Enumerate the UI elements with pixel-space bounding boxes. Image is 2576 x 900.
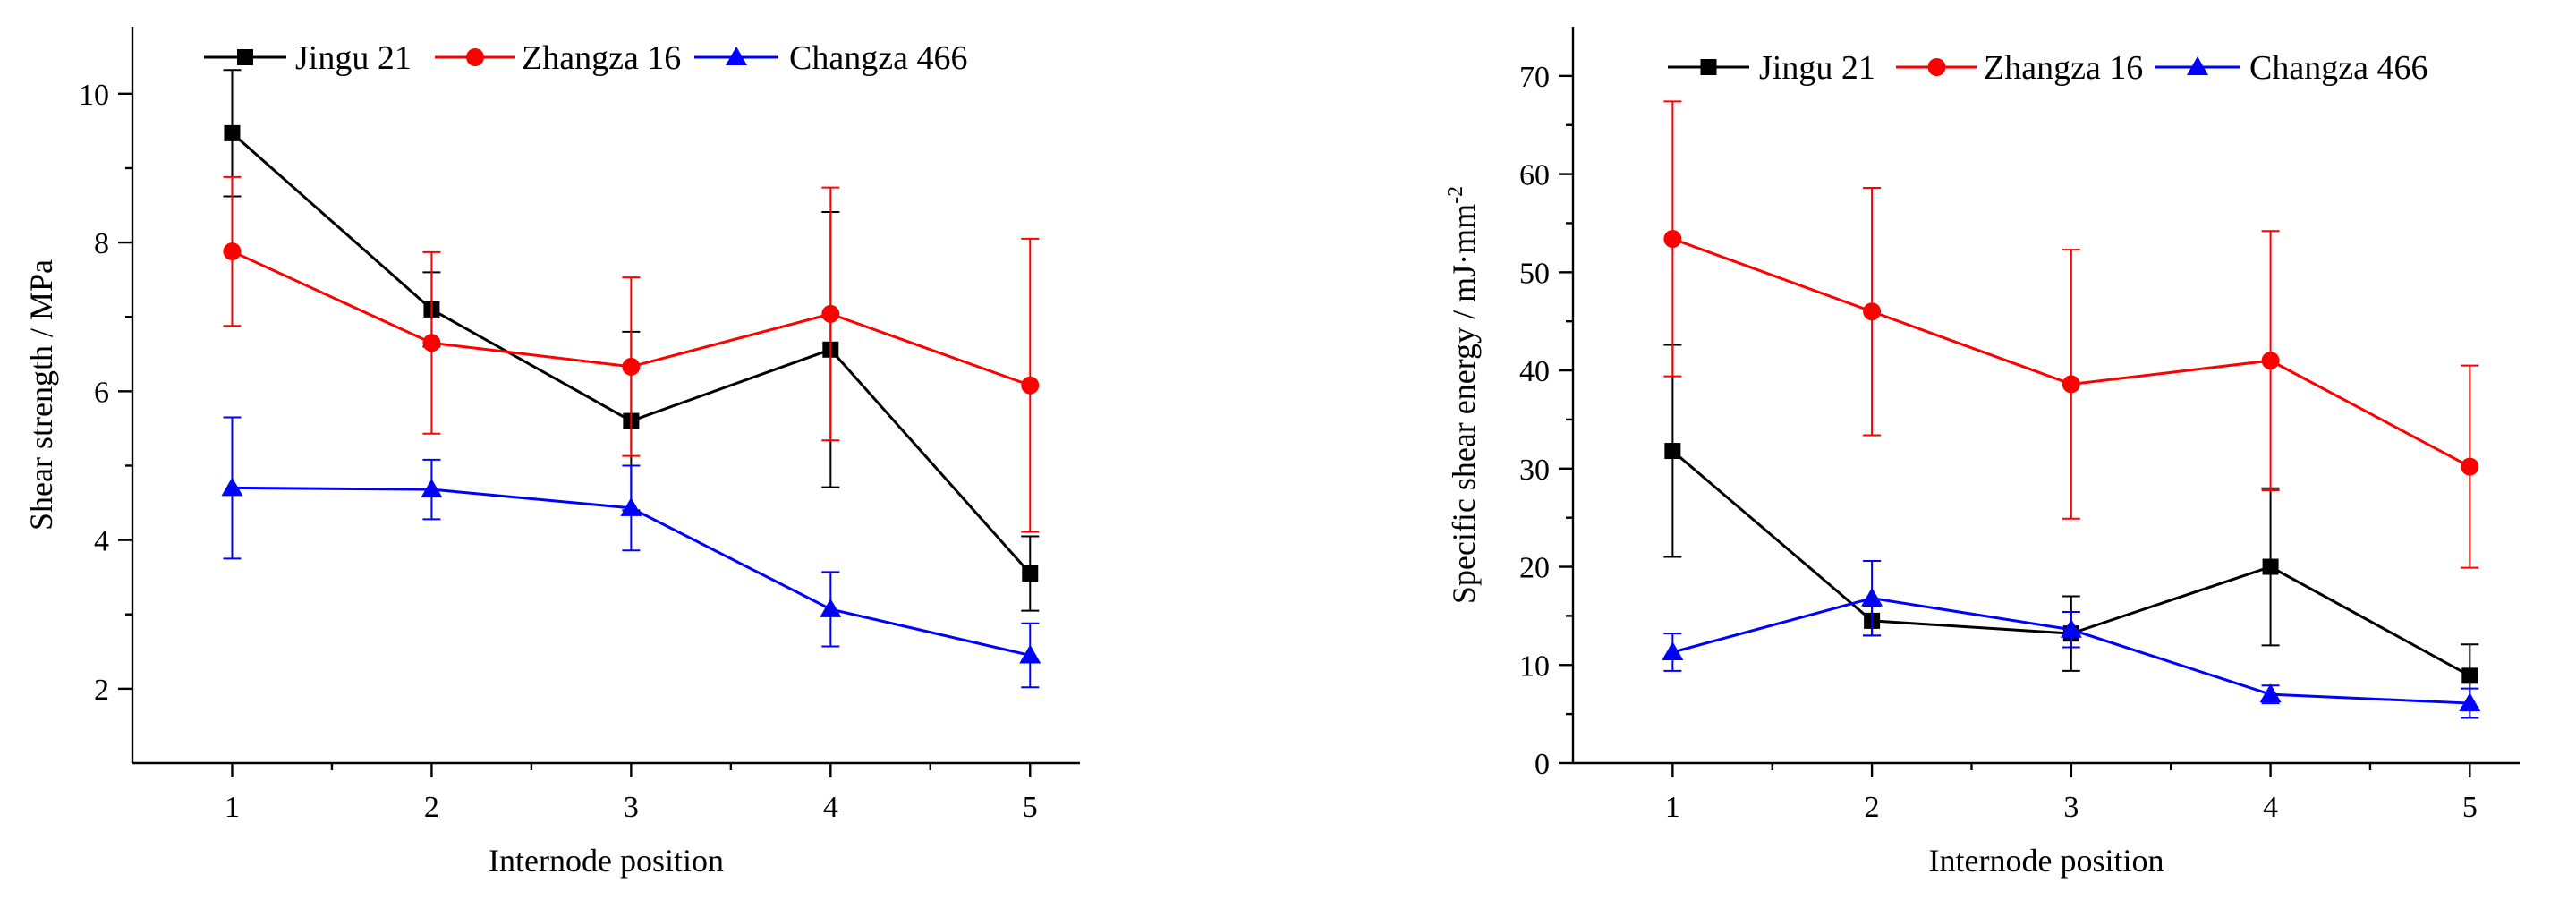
y-axis-title: Shear strength / MPa — [23, 259, 59, 531]
x-tick-label: 2 — [1865, 791, 1880, 824]
data-point — [2261, 352, 2280, 370]
data-point — [223, 242, 242, 261]
y-tick-label: 10 — [79, 79, 109, 112]
data-point — [224, 124, 241, 141]
legend-label: Jingu 21 — [295, 39, 412, 77]
series-changza-466 — [221, 416, 1041, 689]
x-tick-label: 2 — [424, 791, 439, 824]
x-tick-label: 5 — [1023, 791, 1038, 824]
y-tick-label: 50 — [1519, 257, 1550, 290]
series-changza-466 — [1662, 559, 2481, 719]
x-tick-label: 1 — [1665, 791, 1680, 824]
legend-item: Jingu 21 — [1668, 49, 1875, 87]
legend-label: Jingu 21 — [1759, 49, 1875, 87]
data-point — [1021, 376, 1040, 395]
series-zhangza-16 — [1663, 100, 2479, 569]
y-tick-label: 6 — [94, 376, 109, 409]
y-tick-label: 10 — [1519, 650, 1550, 683]
x-tick-label: 4 — [2263, 791, 2278, 824]
x-axis-title: Internode position — [1929, 843, 2164, 879]
y-tick-label: 8 — [94, 227, 109, 260]
data-point — [1664, 443, 1681, 460]
data-point — [1663, 230, 1682, 249]
data-point — [1662, 641, 1684, 661]
legend-item: Zhangza 16 — [1896, 49, 2143, 87]
legend-label: Zhangza 16 — [1984, 49, 2143, 87]
legend-label: Zhangza 16 — [522, 39, 681, 77]
x-tick-label: 3 — [2063, 791, 2079, 824]
y-tick-label: 4 — [94, 525, 109, 558]
data-point — [1863, 302, 1882, 321]
y-axis-title-superscript: -2 — [1444, 186, 1467, 204]
x-tick-label: 1 — [225, 791, 240, 824]
data-point — [221, 477, 243, 497]
legend-marker — [1927, 58, 1946, 76]
legend-label: Changza 466 — [2249, 49, 2427, 87]
y-tick-label: 70 — [1519, 61, 1550, 94]
data-point — [1861, 587, 1883, 607]
data-point — [620, 497, 642, 516]
legend-marker — [2187, 56, 2208, 75]
y-tick-label: 2 — [94, 674, 109, 707]
legend-label: Changza 466 — [789, 39, 967, 77]
data-point — [2461, 667, 2478, 684]
legend-marker — [1700, 59, 1717, 75]
data-point — [421, 479, 443, 498]
y-axis-title: Specific shear energy / mJ·mm-2 — [1444, 186, 1482, 604]
legend-item: Zhangza 16 — [435, 39, 681, 77]
data-point — [2262, 558, 2279, 575]
data-point — [2461, 457, 2479, 476]
x-tick-label: 4 — [823, 791, 838, 824]
y-tick-label: 60 — [1519, 159, 1550, 192]
y-tick-label: 20 — [1519, 552, 1550, 585]
y-tick-label: 0 — [1535, 748, 1550, 781]
legend-item: Changza 466 — [2155, 49, 2427, 87]
data-point — [2259, 683, 2282, 703]
x-tick-label: 5 — [2462, 791, 2478, 824]
data-point — [422, 334, 441, 352]
data-point — [1022, 565, 1039, 582]
legend-marker — [237, 49, 253, 65]
data-point — [1019, 644, 1041, 664]
data-point — [622, 357, 641, 376]
data-point — [2060, 618, 2082, 638]
data-point — [820, 598, 842, 617]
legend-item: Changza 466 — [694, 39, 967, 77]
data-point — [821, 304, 840, 323]
data-point — [2459, 692, 2481, 712]
legend-item: Jingu 21 — [204, 39, 412, 77]
y-tick-label: 40 — [1519, 355, 1550, 388]
data-point — [2062, 375, 2080, 394]
series-zhangza-16 — [223, 175, 1040, 533]
x-tick-label: 3 — [624, 791, 639, 824]
x-axis-title: Internode position — [489, 843, 724, 879]
chart-specific-shear-energy: 0 10 20 30 40 50 60 70 1 2 3 4 5 Internode position Sp… — [1444, 27, 2520, 879]
y-tick-label: 30 — [1519, 454, 1550, 487]
legend-marker — [726, 47, 747, 65]
legend-marker — [466, 48, 484, 66]
